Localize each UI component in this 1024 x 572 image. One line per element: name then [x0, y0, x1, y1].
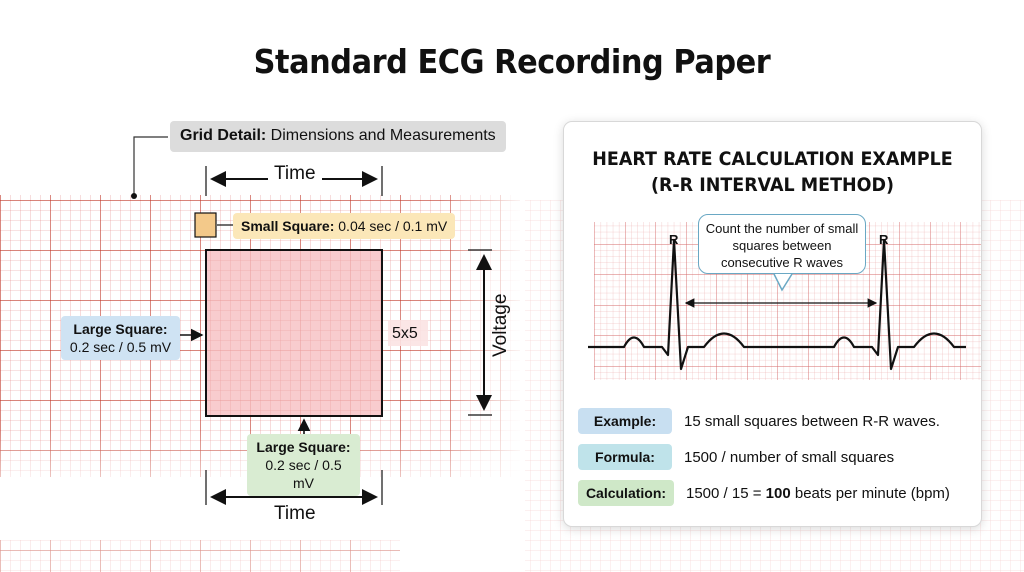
formula-text: 1500 / number of small squares: [684, 448, 895, 466]
small-square-label: Small Square: 0.04 sec / 0.1 mV: [233, 213, 456, 239]
calculation-text: 1500 / 15 = 100 beats per minute (bpm): [686, 485, 950, 502]
time-label-bottom: Time: [274, 503, 316, 524]
large-square-label-left: Large Square: 0.2 sec / 0.5 mV: [61, 316, 180, 360]
example-text: 15 small squares between R-R waves.: [684, 412, 940, 430]
grid-detail-leader: [133, 136, 168, 196]
large-square-label-bottom: Large Square: 0.2 sec / 0.5 mV: [247, 434, 360, 496]
formula-row: Formula: 1500 / number of small squares: [578, 444, 894, 470]
calculation-tag: Calculation:: [578, 480, 674, 506]
five-by-five-label: 5x5: [392, 325, 418, 342]
page-title: Standard ECG Recording Paper: [253, 42, 771, 81]
formula-tag: Formula:: [578, 444, 672, 470]
large-square-bottom-value: 0.2 sec / 0.5 mV: [265, 457, 342, 491]
grid-detail-label-bold: Grid Detail:: [180, 127, 267, 144]
ecg-trace: [588, 238, 966, 371]
small-square-label-bold: Small Square:: [241, 218, 335, 234]
heart-rate-card: HEART RATE CALCULATION EXAMPLE (R-R INTE…: [563, 121, 982, 527]
voltage-label: Voltage: [490, 293, 511, 357]
large-square-left-title: Large Square:: [73, 321, 168, 337]
calculation-result: 100: [765, 484, 791, 502]
card-title-line2: (R-R INTERVAL METHOD): [650, 174, 895, 196]
calculation-row: Calculation: 1500 / 15 = 100 beats per m…: [578, 480, 950, 506]
large-square-left-value: 0.2 sec / 0.5 mV: [69, 339, 172, 355]
r-wave-label-right: R: [879, 232, 889, 247]
r-wave-label-left: R: [669, 232, 679, 247]
grid-detail-label: Grid Detail: Dimensions and Measurements: [170, 121, 506, 152]
large-square-bottom-title: Large Square:: [256, 439, 351, 455]
small-square-label-text: 0.04 sec / 0.1 mV: [334, 218, 448, 234]
small-square-highlight: [194, 212, 217, 238]
card-title-line1: HEART RATE CALCULATION EXAMPLE: [592, 148, 953, 170]
grid-detail-label-text: Dimensions and Measurements: [266, 127, 496, 144]
example-row: Example: 15 small squares between R-R wa…: [578, 408, 940, 434]
example-tag: Example:: [578, 408, 672, 434]
calculation-text-pre: 1500 / 15 =: [686, 484, 766, 502]
bubble-pointer: [773, 273, 793, 292]
card-title: HEART RATE CALCULATION EXAMPLE (R-R INTE…: [581, 146, 965, 198]
calculation-text-post: beats per minute (bpm): [790, 484, 950, 502]
time-label-top: Time: [274, 163, 316, 184]
instruction-bubble: Count the number of small squares betwee…: [698, 214, 866, 274]
